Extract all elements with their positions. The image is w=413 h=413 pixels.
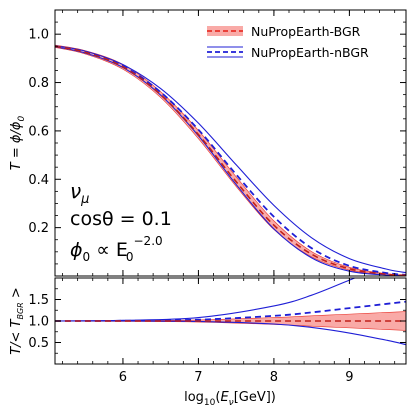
costheta-annotation: cosθ = 0.1 xyxy=(70,208,172,230)
main-bgr-center-line xyxy=(55,45,406,276)
main-y-tick-label: 0.6 xyxy=(28,124,49,139)
main-y-axis-label: T = ϕ/ϕ0 xyxy=(9,116,27,171)
x-axis-label-nu: ν xyxy=(229,398,234,408)
legend-label-bgr: NuPropEarth-BGR xyxy=(251,24,361,39)
x-axis-label-log: log xyxy=(184,390,204,405)
x-tick-label: 6 xyxy=(119,370,127,385)
x-tick-label: 8 xyxy=(270,370,278,385)
ratio-y-axis-label-sub: BGR xyxy=(16,302,25,319)
legend: NuPropEarth-BGR NuPropEarth-nBGR xyxy=(207,24,369,60)
main-y-tick-label: 0.8 xyxy=(28,76,49,91)
x-axis-label-E: E xyxy=(220,390,229,405)
main-nbgr-lower-line xyxy=(55,46,406,276)
x-axis-label-unit: [GeV]) xyxy=(234,390,276,405)
x-axis-label-log-sub: 10 xyxy=(204,398,216,408)
x-axis-label-open: ( xyxy=(215,390,220,405)
ratio-y-tick-label: 1.5 xyxy=(28,293,49,308)
ratio-nbgr-upper-line xyxy=(55,278,357,322)
ratio-y-axis-label: T/< TBGR > xyxy=(9,287,25,355)
ratio-y-tick-label: 0.5 xyxy=(28,336,49,351)
x-tick-label: 7 xyxy=(194,370,202,385)
flux-lhs-sub: 0 xyxy=(83,250,91,264)
flavor-symbol: ν xyxy=(70,179,81,203)
main-panel: 0.20.40.60.81.0 T = ϕ/ϕ0 νμ cosθ = 0.1 ϕ… xyxy=(9,9,407,277)
ratio-nbgr-center-line xyxy=(55,300,406,322)
flux-exponent: −2.0 xyxy=(134,234,163,248)
x-axis-label: log10(Eν[GeV]) xyxy=(184,390,276,408)
ratio-y-axis-label-text: T/< T xyxy=(9,318,24,354)
ratio-y-axis-label-end: > xyxy=(9,287,24,302)
legend-label-nbgr: NuPropEarth-nBGR xyxy=(251,45,369,60)
flavor-subscript: μ xyxy=(80,192,89,207)
flux-mid-sub: 0 xyxy=(126,250,134,264)
main-nbgr-upper-line xyxy=(55,45,406,274)
main-y-axis-label-text: T = ϕ/ϕ xyxy=(9,121,24,170)
main-y-tick-label: 0.2 xyxy=(28,221,49,236)
flux-annotation: ϕ0 ∝ E0−2.0 xyxy=(70,234,163,264)
main-y-tick-label: 1.0 xyxy=(28,28,49,43)
flux-mid: ∝ E xyxy=(90,239,128,261)
main-y-tick-label: 0.4 xyxy=(28,173,49,188)
flavor-annotation: νμ xyxy=(70,179,89,207)
main-y-axis-label-sub: 0 xyxy=(17,116,27,122)
flux-lhs: ϕ xyxy=(70,239,83,261)
ratio-y-tick-label: 1.0 xyxy=(28,315,49,330)
x-tick-label: 9 xyxy=(345,370,353,385)
ratio-panel: 0.5 1.0 1.5 6 7 8 9 T/< TBGR > log10(Eν[GeV]) xyxy=(9,277,407,408)
ratio-nbgr-lower-line xyxy=(55,320,406,346)
